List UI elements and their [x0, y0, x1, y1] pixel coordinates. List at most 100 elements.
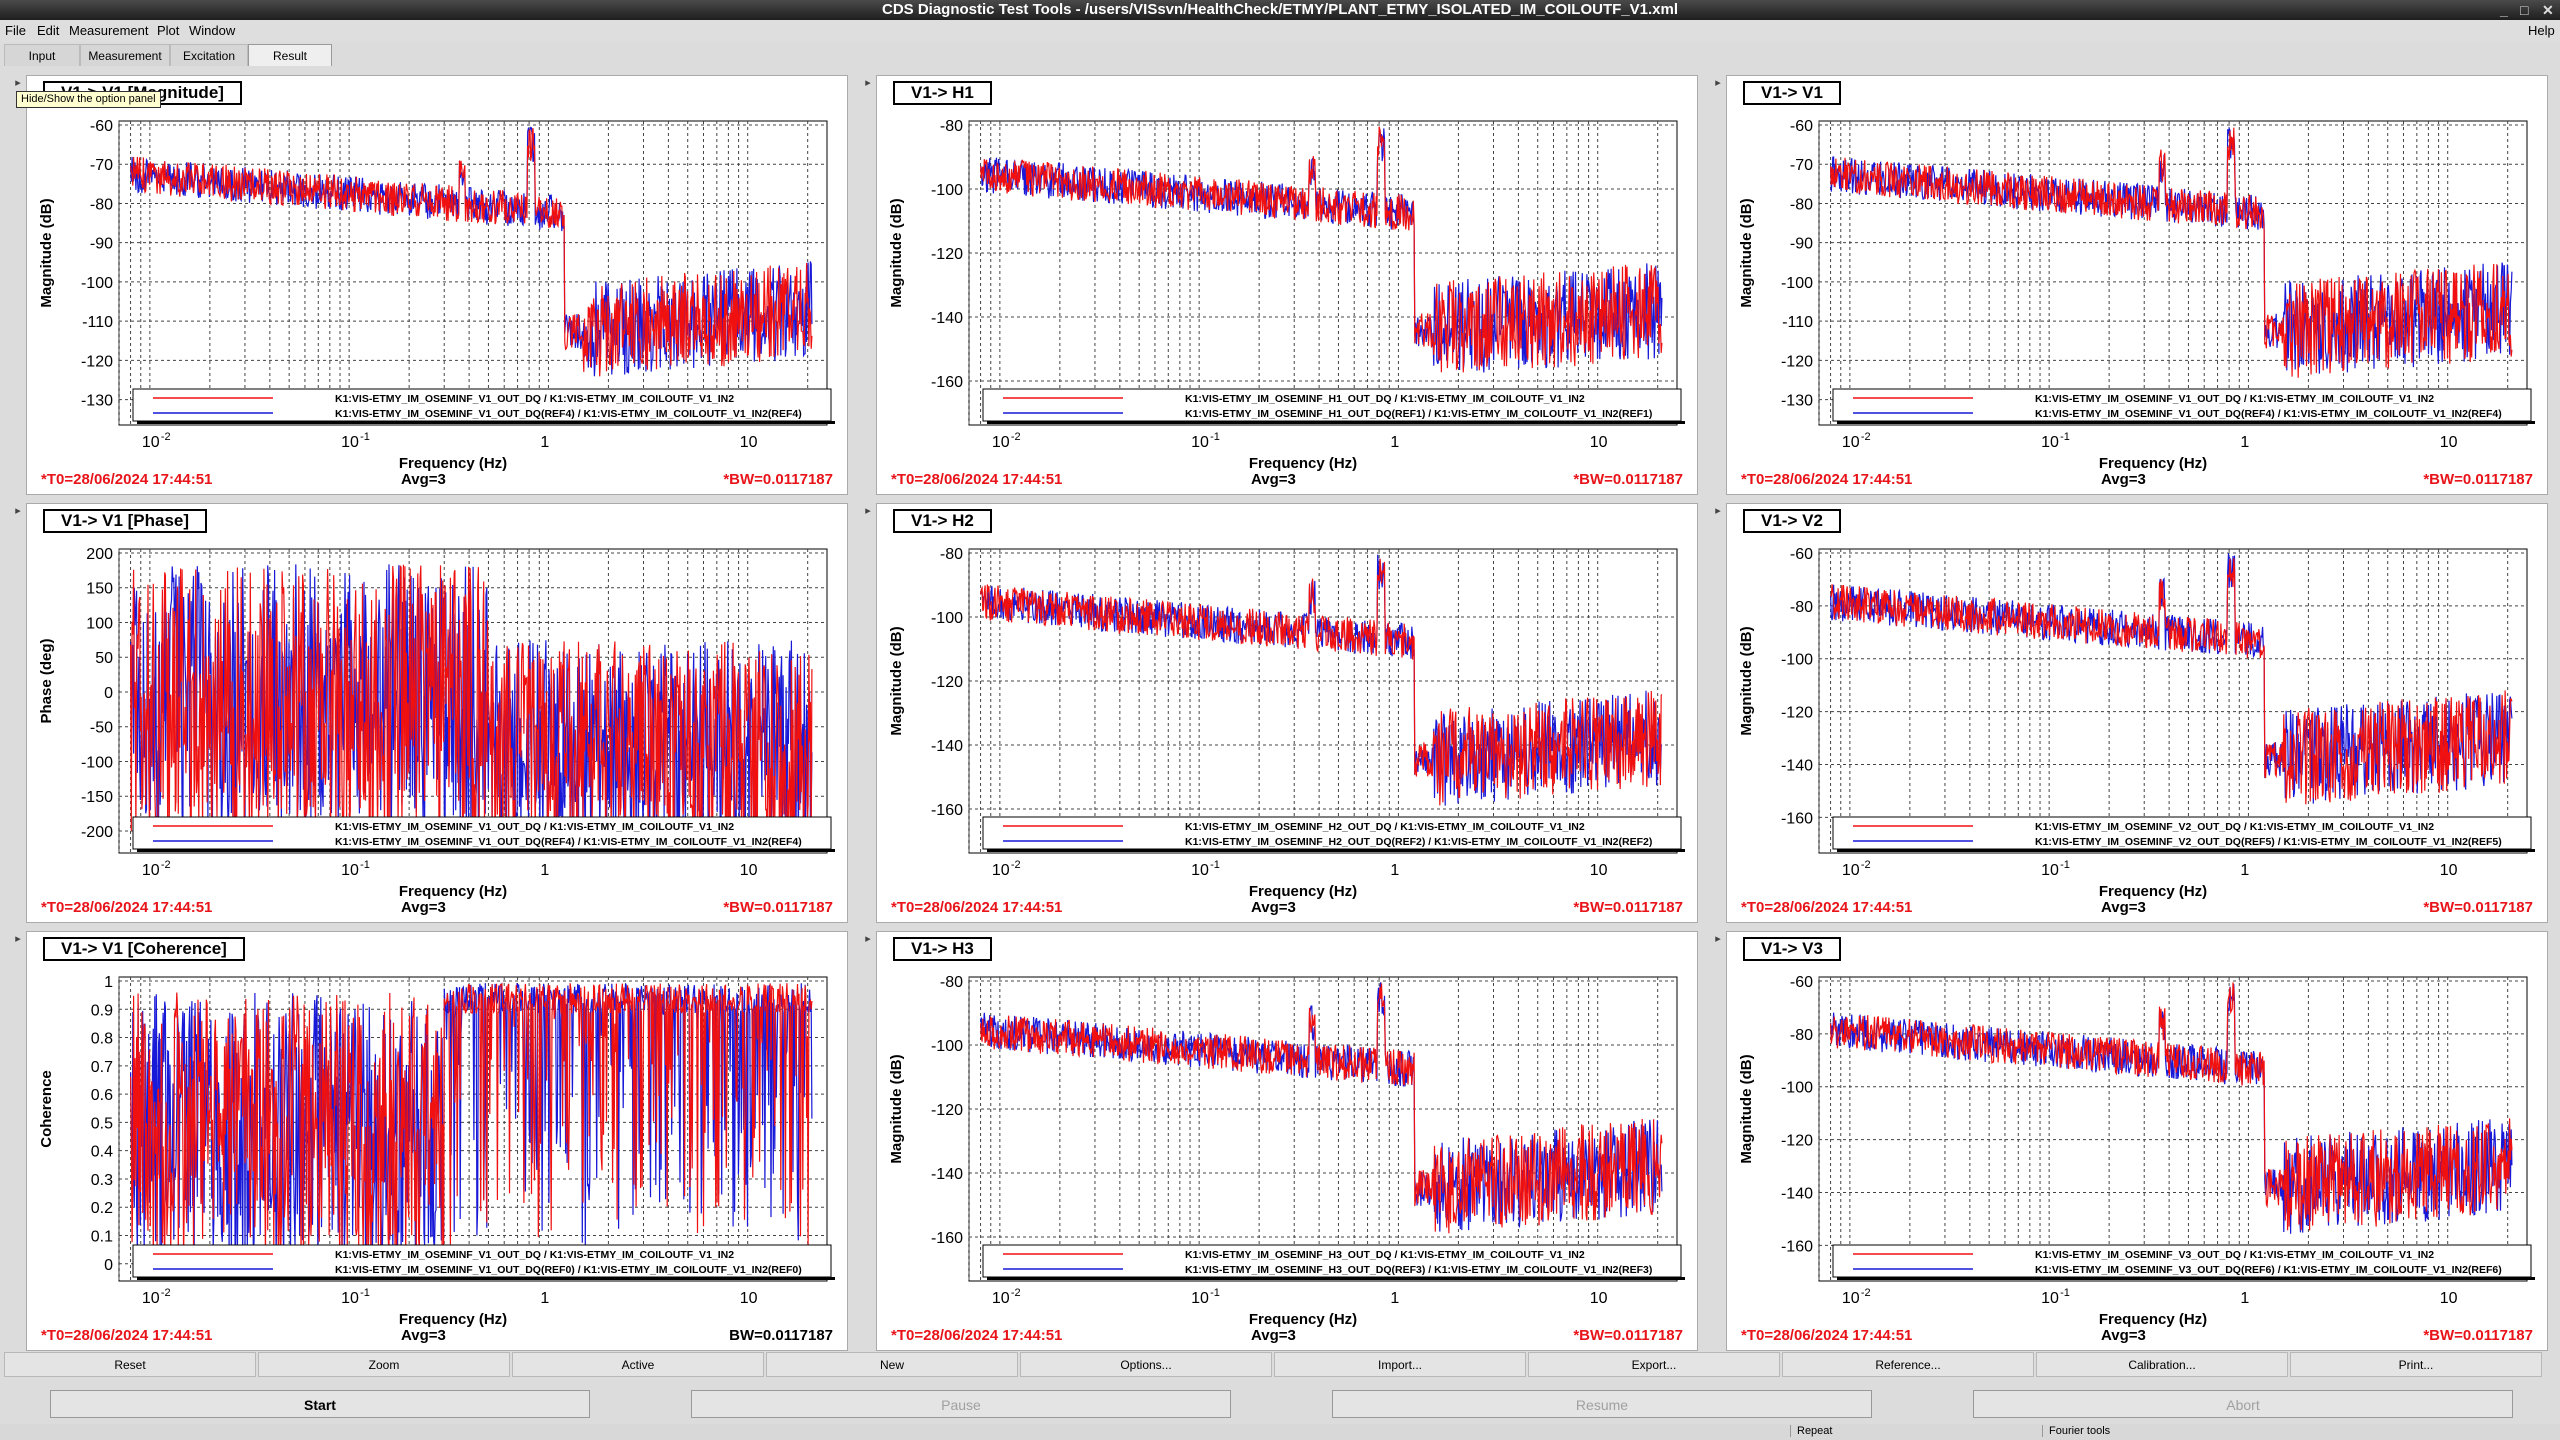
plot-panel[interactable]: ▸ -60 -80 -100 -120 -140 -160 K1:VIS-ETMY_IM_OS…: [1715, 931, 2549, 1352]
tab-excitation[interactable]: Excitation: [170, 44, 248, 66]
print-button[interactable]: Print...: [2290, 1352, 2542, 1377]
plot-chart[interactable]: -60 -80 -100 -120 -140 -160 K1:VIS-ETMY_IM_OSE…: [1727, 504, 2549, 924]
plot-panel[interactable]: ▸ -80 -100 -120 -140 -160 K1:VIS-ETMY_IM_OSEMI…: [865, 931, 1699, 1352]
x-tick-exponent: -1: [360, 1287, 370, 1299]
x-tick-exponent: -1: [2060, 859, 2070, 871]
trace-current-red: [980, 558, 1663, 806]
y-axis-label: Magnitude (dB): [888, 1054, 905, 1163]
x-tick-label: 10: [740, 862, 758, 879]
x-axis-label: Frequency (Hz): [1249, 1311, 1357, 1328]
plot-chart[interactable]: -60 -80 -100 -120 -140 -160 K1:VIS-ETMY_IM_OSE…: [1727, 932, 2549, 1352]
y-tick-label: 200: [86, 546, 113, 563]
menu-file[interactable]: File: [5, 23, 26, 38]
x-tick-label: 10: [142, 434, 160, 451]
plot-title[interactable]: V1-> V1 [Phase]: [43, 509, 208, 533]
plot-panel[interactable]: ▸ -60 -80 -100 -120 -140 -160 K1:VIS-ETMY_IM_OS…: [1715, 503, 2549, 924]
plot-panel[interactable]: ▸ -60 -70 -80 -90 -100 -110 -120 -130 K1:VIS-ETMY…: [15, 75, 849, 496]
plot-title[interactable]: V1-> H1: [893, 81, 992, 105]
option-panel-toggle-icon[interactable]: ▸: [865, 77, 871, 89]
plot-panel[interactable]: ▸ 1 0.9 0.8 0.7 0.6 0.5 0.4 0.3 0.2 0.1 0 K1:VIS-ETM…: [15, 931, 849, 1352]
legend: K1:VIS-ETMY_IM_OSEMINF_H2_OUT_DQ / K1:VI…: [982, 816, 1685, 852]
bandwidth-label: *BW=0.0117187: [1573, 471, 1683, 488]
menu-window[interactable]: Window: [189, 23, 236, 38]
y-tick-label: -70: [1790, 157, 1813, 174]
x-tick-label: 10: [2440, 1290, 2458, 1307]
menu-help[interactable]: Help: [2528, 23, 2555, 38]
legend-entry: K1:VIS-ETMY_IM_OSEMINF_H3_OUT_DQ / K1:VI…: [1185, 1249, 1585, 1261]
legend: K1:VIS-ETMY_IM_OSEMINF_H3_OUT_DQ / K1:VI…: [982, 1244, 1685, 1280]
option-panel-toggle-icon[interactable]: ▸: [1715, 77, 1721, 89]
export-button[interactable]: Export...: [1528, 1352, 1780, 1377]
plot-title[interactable]: V1-> V2: [1743, 509, 1841, 533]
y-tick-label: -160: [1781, 1238, 1813, 1255]
active-button[interactable]: Active: [512, 1352, 764, 1377]
plot-title[interactable]: V1-> V1 [Coherence]: [43, 937, 245, 961]
x-tick-label: 10: [1191, 1290, 1209, 1307]
options-button[interactable]: Options...: [1020, 1352, 1272, 1377]
legend-box: [982, 816, 1682, 850]
menu-measurement[interactable]: Measurement: [69, 23, 149, 38]
y-tick-label: -140: [1781, 757, 1813, 774]
x-tick-label: 10: [341, 862, 359, 879]
legend-entry: K1:VIS-ETMY_IM_OSEMINF_V1_OUT_DQ(REF4) /…: [2035, 408, 2502, 420]
plot-chart[interactable]: -80 -100 -120 -140 -160 K1:VIS-ETMY_IM_OSEMIN…: [877, 504, 1699, 924]
plot-title[interactable]: V1-> V3: [1743, 937, 1841, 961]
calibration-button[interactable]: Calibration...: [2036, 1352, 2288, 1377]
option-panel-toggle-icon[interactable]: ▸: [865, 933, 871, 945]
y-tick-label: 0.4: [91, 1144, 113, 1161]
reference-button[interactable]: Reference...: [1782, 1352, 2034, 1377]
y-tick-label: 150: [86, 581, 113, 598]
plot-chart[interactable]: 200 150 100 50 0 -50 -100 -150 -200 K1:VIS-ETMY_I…: [27, 504, 849, 924]
option-panel-toggle-icon[interactable]: ▸: [15, 933, 21, 945]
plot-chart[interactable]: -60-70-80-90-100-110-120-130 K1:VIS-ETMY_…: [1727, 76, 2549, 496]
plot-chart[interactable]: 1 0.9 0.8 0.7 0.6 0.5 0.4 0.3 0.2 0.1 0 K1:VIS-ETMY…: [27, 932, 849, 1352]
option-panel-toggle-icon[interactable]: ▸: [1715, 933, 1721, 945]
zoom-button[interactable]: Zoom: [258, 1352, 510, 1377]
plot-chart[interactable]: -80 -100 -120 -140 -160 K1:VIS-ETMY_IM_OSEMIN…: [877, 932, 1699, 1352]
menu-plot[interactable]: Plot: [157, 23, 180, 38]
plot-chart[interactable]: -60-70-80-90-100-110-120-130 K1:VIS-ETMY_…: [27, 76, 849, 496]
legend-shadow: [987, 1277, 1685, 1280]
x-tick-exponent: -1: [2060, 431, 2070, 443]
pause-button[interactable]: Pause: [691, 1390, 1231, 1418]
plot-panel[interactable]: ▸ -60 -70 -80 -90 -100 -110 -120 -130 K1:VIS-ETMY…: [1715, 75, 2549, 496]
option-panel-toggle-icon[interactable]: ▸: [865, 505, 871, 517]
reset-button[interactable]: Reset: [4, 1352, 256, 1377]
x-tick-exponent: -2: [1861, 431, 1871, 443]
plot-title[interactable]: V1-> H2: [893, 509, 992, 533]
y-tick-label: -120: [931, 674, 963, 691]
new-button[interactable]: New: [766, 1352, 1018, 1377]
resume-button[interactable]: Resume: [1332, 1390, 1872, 1418]
legend-entry: K1:VIS-ETMY_IM_OSEMINF_V1_OUT_DQ / K1:VI…: [335, 821, 734, 833]
legend-box: [132, 388, 832, 422]
plot-panel[interactable]: ▸ 200 150 100 50 0 -50 -100 -150 -200 K1:VIS-ETMY_…: [15, 503, 849, 924]
menu-edit[interactable]: Edit: [37, 23, 60, 38]
x-tick-exponent: -2: [161, 1287, 171, 1299]
y-tick-label: -80: [940, 546, 963, 563]
option-panel-toggle-icon[interactable]: ▸: [1715, 505, 1721, 517]
status-bar: Repeat Fourier tools: [0, 1424, 2560, 1440]
y-tick-label: -80: [90, 196, 113, 213]
minimize-icon[interactable]: _: [2500, 2, 2508, 18]
plot-title[interactable]: V1-> H3: [893, 937, 992, 961]
x-tick-label: 10: [2041, 1290, 2059, 1307]
tab-result[interactable]: Result: [248, 44, 332, 66]
maximize-icon[interactable]: □: [2520, 2, 2529, 18]
abort-button[interactable]: Abort: [1973, 1390, 2513, 1418]
bandwidth-label: *BW=0.0117187: [1573, 1327, 1683, 1344]
option-panel-toggle-icon[interactable]: ▸: [15, 77, 21, 89]
import-button[interactable]: Import...: [1274, 1352, 1526, 1377]
plot-chart[interactable]: -80 -100 -120 -140 -160 K1:VIS-ETMY_IM_OSEMIN…: [877, 76, 1699, 496]
plot-panel[interactable]: ▸ -80 -100 -120 -140 -160 K1:VIS-ETMY_IM_OSEMI…: [865, 75, 1699, 496]
plot-title[interactable]: V1-> V1: [1743, 81, 1841, 105]
start-button[interactable]: Start: [50, 1390, 590, 1418]
plot-panel[interactable]: ▸ -80 -100 -120 -140 -160 K1:VIS-ETMY_IM_OSEMI…: [865, 503, 1699, 924]
tab-measurement[interactable]: Measurement: [80, 44, 170, 66]
tab-input[interactable]: Input: [4, 44, 80, 66]
close-icon[interactable]: ✕: [2542, 2, 2554, 18]
y-tick-label: 50: [95, 650, 113, 667]
start-time-label: *T0=28/06/2024 17:44:51: [41, 1327, 213, 1344]
start-time-label: *T0=28/06/2024 17:44:51: [41, 899, 213, 916]
legend-entry: K1:VIS-ETMY_IM_OSEMINF_V1_OUT_DQ / K1:VI…: [335, 393, 734, 405]
option-panel-toggle-icon[interactable]: ▸: [15, 505, 21, 517]
